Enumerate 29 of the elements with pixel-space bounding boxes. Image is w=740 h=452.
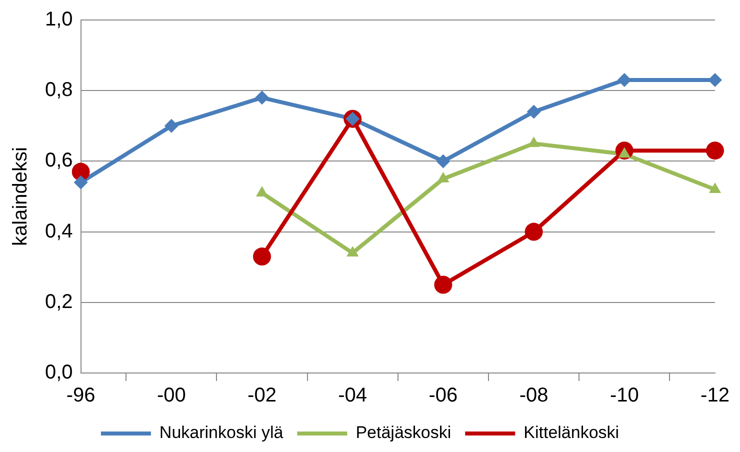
- y-tick-label: 0,2: [44, 290, 73, 313]
- x-tick-label: -10: [610, 384, 639, 407]
- point: [526, 104, 541, 119]
- point: [164, 118, 178, 133]
- point: [74, 175, 88, 190]
- x-tick-label: -12: [700, 384, 730, 407]
- y-tick-label: 0,6: [44, 150, 73, 172]
- x-tick-label: -04: [338, 384, 368, 407]
- y-axis-title: kalaindeksi: [10, 147, 32, 246]
- x-tick-label: -02: [248, 384, 276, 407]
- x-tick-label: -96: [66, 384, 96, 407]
- legend-label: Petäjäskoski: [356, 423, 452, 442]
- legend-label: Kittelänkoski: [524, 423, 620, 442]
- point: [253, 248, 271, 266]
- point: [617, 73, 632, 88]
- y-tick-label: 1,0: [44, 8, 73, 31]
- y-tick-label: 0,0: [44, 362, 73, 384]
- y-tick-label: 0,8: [44, 79, 73, 102]
- y-tick-label: 0,4: [44, 220, 73, 242]
- legend-label: Nukarinkoski ylä: [159, 423, 284, 442]
- point: [436, 154, 450, 168]
- point: [706, 142, 724, 160]
- point: [434, 276, 452, 294]
- x-tick-label: -08: [519, 384, 548, 407]
- x-tick-label: -00: [156, 384, 186, 407]
- point: [255, 90, 269, 105]
- point: [708, 73, 722, 88]
- point: [524, 222, 543, 241]
- x-tick-label: -06: [428, 384, 458, 407]
